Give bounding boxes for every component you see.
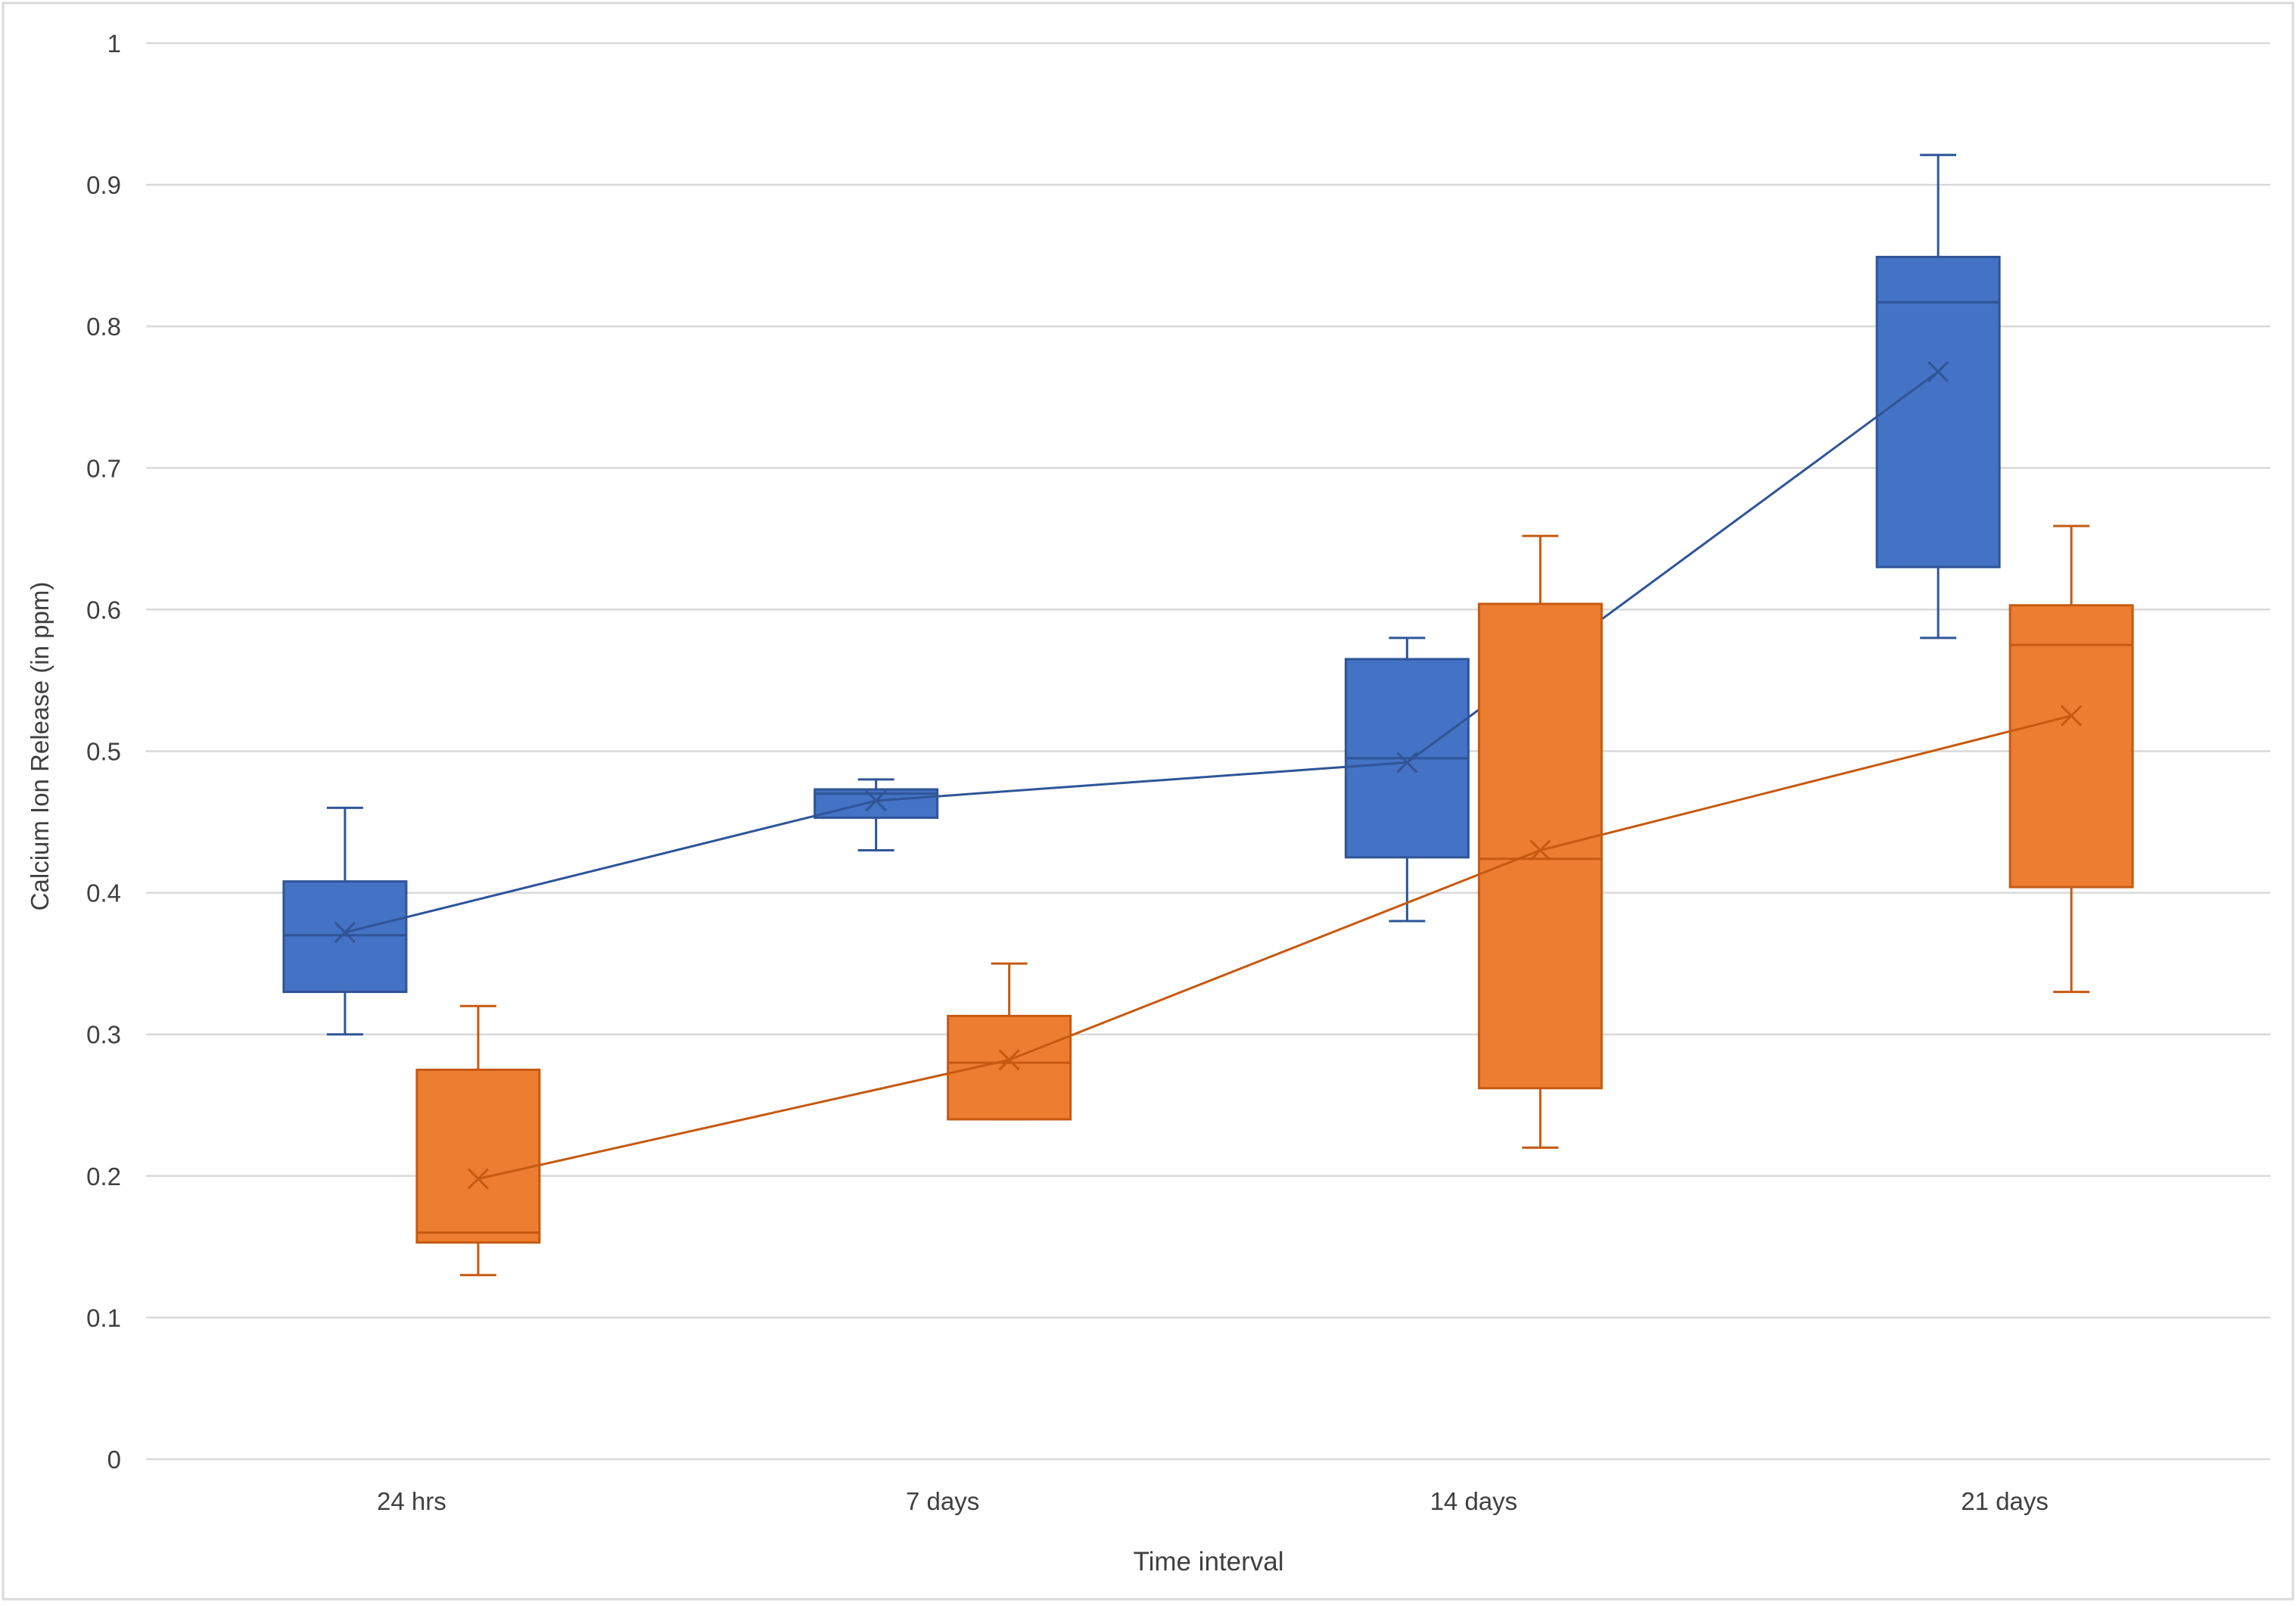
box-plot-item [947, 962, 1072, 1121]
mean-marker-stroke [1396, 752, 1418, 773]
box-body [1875, 256, 2001, 568]
x-tick-label: 24 hrs [377, 1487, 446, 1515]
mean-marker [1529, 839, 1551, 861]
box-plot-item [1875, 154, 2001, 640]
box-body [1477, 602, 1603, 1090]
y-tick-label: 0.7 [86, 454, 121, 482]
mean-marker [334, 921, 356, 944]
mean-marker-stroke [865, 789, 887, 812]
box-plot-item [415, 1004, 541, 1277]
mean-marker-stroke [998, 1049, 1020, 1071]
mean-marker-stroke [1529, 839, 1551, 861]
y-tick-label: 0.5 [86, 738, 121, 766]
x-axis-label: Time interval [1133, 1547, 1283, 1576]
box-body [2008, 604, 2134, 889]
y-tick-label: 0.3 [86, 1021, 121, 1049]
mean-marker [467, 1168, 489, 1190]
box-body [415, 1068, 541, 1244]
mean-marker-stroke [334, 921, 356, 944]
mean-line [344, 370, 1940, 934]
box-plot-item [1477, 534, 1603, 1149]
mean-marker [1396, 752, 1418, 773]
mean-marker-stroke [1927, 361, 1949, 383]
x-tick-label: 14 days [1430, 1487, 1518, 1515]
y-tick-label: 0.4 [86, 879, 121, 907]
box-body [947, 1014, 1072, 1121]
mean-marker [865, 789, 887, 812]
series-group [282, 154, 2001, 1036]
mean-line [478, 714, 2072, 1181]
y-tick-label: 0.6 [86, 596, 121, 624]
mean-marker-stroke [2061, 705, 2083, 727]
mean-marker [998, 1049, 1020, 1071]
mean-marker-stroke [467, 1168, 489, 1190]
series-group [415, 524, 2134, 1277]
y-tick-label: 0.2 [86, 1162, 121, 1190]
box-body [282, 880, 408, 994]
mean-marker [1927, 361, 1949, 383]
mean-marker [2061, 705, 2083, 727]
y-tick-label: 0.9 [86, 171, 121, 199]
series-layer [282, 154, 2134, 1277]
box-plot-item [282, 806, 408, 1036]
box-plot-item [2008, 524, 2134, 994]
x-axis-ticks: 24 hrs 7 days 14 days 21 days [377, 1487, 2049, 1515]
y-tick-label: 1 [107, 30, 121, 58]
box-plot-item [814, 778, 939, 851]
y-tick-label: 0.8 [86, 313, 121, 341]
y-tick-label: 0 [107, 1446, 121, 1474]
y-axis-label: Calcium Ion Release (in ppm) [26, 582, 54, 911]
box-plot-item [1344, 636, 1470, 923]
y-axis-ticks: 0 0.1 0.2 0.3 0.4 0.5 0.6 0.7 0.8 0.9 1 [86, 30, 121, 1474]
x-tick-label: 7 days [906, 1487, 979, 1515]
y-tick-label: 0.1 [86, 1304, 121, 1332]
x-tick-label: 21 days [1961, 1487, 2049, 1515]
